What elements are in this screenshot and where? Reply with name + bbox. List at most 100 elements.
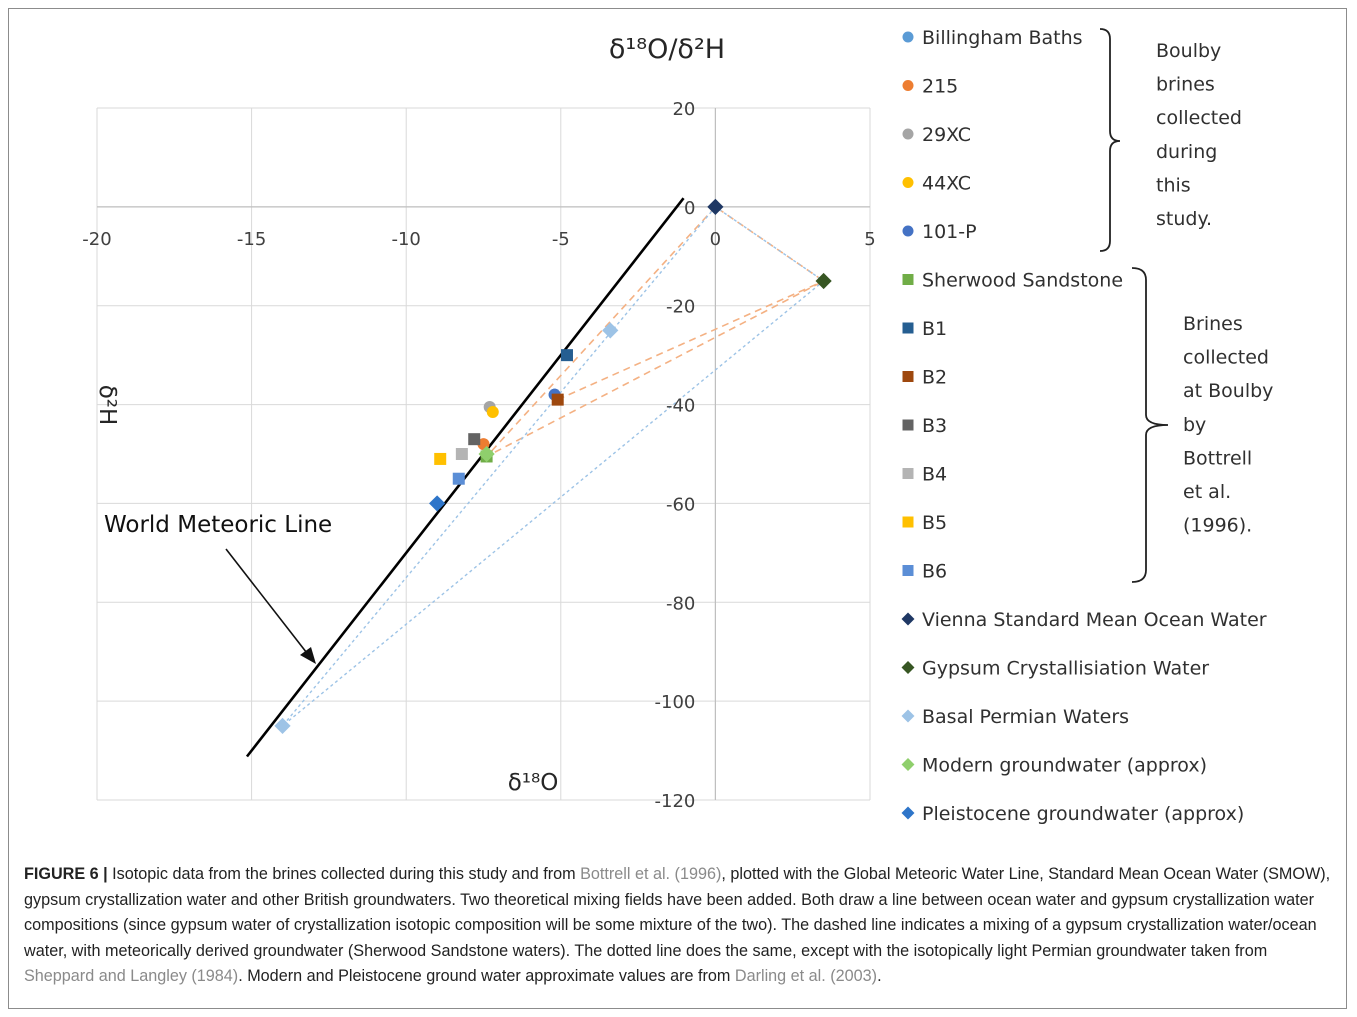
y-axis-label: δ²H [94,385,120,426]
chart-lines [245,197,826,758]
data-point [602,322,619,339]
legend-marker [902,468,914,479]
group2-label-line: (1996). [1183,515,1252,537]
legend-item: Pleistocene groundwater (approx) [901,803,1244,825]
legend-label: Gypsum Crystallisiation Water [922,658,1209,680]
group2-label-line: Bottrell [1183,447,1252,469]
legend-marker [902,128,914,140]
legend-item: Modern groundwater (approx) [901,755,1207,777]
citation-sheppard[interactable]: Sheppard and Langley (1984) [24,967,239,985]
data-point [274,717,291,734]
legend-marker [902,80,914,91]
data-point [434,452,447,465]
legend-label: Vienna Standard Mean Ocean Water [922,609,1267,631]
data-point [486,405,499,418]
y-tick-label: -120 [655,791,696,812]
data-point [707,198,724,215]
caption-text-4: . [877,967,882,985]
legend-marker [902,274,914,285]
legend-label: 101-P [922,221,977,243]
legend-marker [901,758,915,771]
group2-label-line: Brines [1183,313,1243,335]
y-tick-label: 20 [672,99,695,120]
x-axis-label: δ¹⁸O [508,770,559,796]
group1-label-line: brines [1156,74,1215,96]
legend-item: B5 [902,512,947,534]
legend-item: B1 [902,318,947,340]
group2-label-line: et al. [1183,481,1231,503]
legend-label: B3 [922,415,947,437]
group1-label-line: Boulby [1156,40,1221,62]
tick-labels: -20 -15 -10 -5 0 5 20 0 -20 -40 -60 -80 -100 -120 [82,99,875,812]
legend-item: 101-P [902,221,977,243]
legend-marker [902,565,914,576]
citation-darling[interactable]: Darling et al. (2003) [734,967,878,985]
legend-label: B4 [922,464,947,486]
legend-item: Billingham Baths [902,27,1083,49]
data-point [560,349,573,362]
group1-label-line: study. [1156,208,1212,230]
chart-points [274,198,832,734]
figure-caption: FIGURE 6 | Isotopic data from the brines… [24,862,1336,990]
legend-marker [901,661,915,674]
group2-label-line: collected [1183,347,1269,369]
data-point [468,433,481,446]
caption-label: FIGURE 6 | [24,865,108,883]
data-point [815,272,832,290]
data-point [551,393,564,406]
legend-label: Billingham Baths [922,27,1083,49]
data-point [455,448,468,460]
group1-label-line: collected [1156,107,1242,129]
legend: Billingham Baths 215 29XC 44XC 101-P Sherwood… [901,27,1267,825]
dashed-mixing-line [557,280,824,401]
legend-marker [902,225,914,237]
data-point [429,495,446,512]
legend-item: 29XC [902,124,971,146]
legend-label: B5 [922,512,947,534]
x-tick-label: 5 [864,229,875,250]
legend-marker [902,177,914,188]
legend-label: B2 [922,367,947,389]
y-tick-label: -60 [666,494,695,515]
x-tick-label: -10 [391,229,420,250]
figure-frame [8,8,1347,1009]
legend-item: Basal Permian Waters [901,706,1129,728]
annotation-arrow-shaft [225,548,311,658]
legend-label: B1 [922,318,947,340]
caption-text-1: Isotopic data from the brines collected … [107,865,581,883]
legend-group2-label: Brines collected at Boulby by Bottrell et al.… [1183,313,1273,537]
legend-label: Pleistocene groundwater (approx) [922,803,1244,825]
legend-marker [902,419,914,431]
chart: -20 -15 -10 -5 0 5 20 0 -20 -40 -60 -80 -100 -120 δ¹⁸… [82,27,1273,825]
group1-label-line: this [1156,174,1191,196]
legend-label: Modern groundwater (approx) [922,755,1207,777]
data-point [452,472,465,485]
legend-group1-label: Boulby brines collected during this study. [1156,40,1242,230]
y-tick-label: -40 [666,396,695,417]
legend-item: Gypsum Crystallisiation Water [901,658,1209,680]
world-meteoric-line-annotation: World Meteoric Line [104,512,332,664]
x-tick-label: -20 [82,229,111,250]
chart-axes [97,108,870,800]
legend-item: B6 [902,561,947,583]
legend-item: B3 [902,415,947,437]
legend-item: Vienna Standard Mean Ocean Water [901,609,1267,631]
x-tick-label: -5 [552,229,570,250]
annotation-arrow-head [300,647,316,664]
data-point [478,445,495,463]
caption-text-3: . Modern and Pleistocene ground water ap… [238,967,735,985]
legend-marker [902,371,914,382]
legend-label: 44XC [922,173,971,195]
legend-label: B6 [922,561,947,583]
legend-marker [901,612,915,626]
x-tick-label: -15 [237,229,266,250]
citation-bottrell[interactable]: Bottrell et al. (1996) [580,865,722,883]
legend-item: 215 [902,76,958,98]
legend-label: 215 [922,76,958,98]
legend-marker [901,709,915,723]
y-tick-label: -20 [666,297,695,318]
group2-label-line: by [1183,414,1206,436]
annotation-text: World Meteoric Line [104,512,332,538]
legend-group1-bracket [1099,28,1121,252]
chart-title: δ¹⁸O/δ²H [609,34,725,65]
